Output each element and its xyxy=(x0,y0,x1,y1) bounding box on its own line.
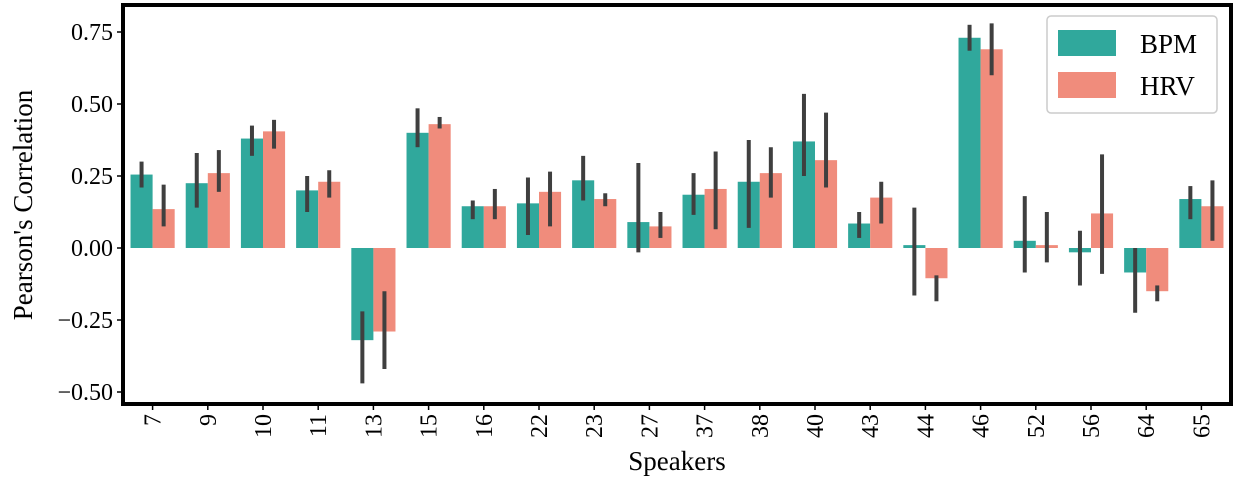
legend-label-hrv: HRV xyxy=(1140,71,1195,101)
x-tick-label-15: 15 xyxy=(417,414,443,438)
y-tick-label: 0.00 xyxy=(71,236,113,262)
x-axis-label: Speakers xyxy=(628,446,725,476)
x-tick-label-44: 44 xyxy=(913,414,939,438)
bar-hrv-11 xyxy=(318,181,341,248)
x-axis-ticks: 7 9 10 11 13 15 16 22 23 27 37 38 40 43 44 46 52 56 64 65 xyxy=(141,404,1215,438)
x-tick-label-40: 40 xyxy=(803,414,829,438)
bar-bpm-46 xyxy=(958,37,981,249)
x-tick-label-11: 11 xyxy=(306,414,332,437)
bar-bpm-9 xyxy=(185,183,208,248)
bar-bpm-16 xyxy=(461,206,484,248)
bar-hrv-40 xyxy=(815,160,838,248)
bar-hrv-10 xyxy=(263,131,286,248)
bar-hrv-44 xyxy=(925,248,948,279)
y-axis-label: Pearson's Correlation xyxy=(8,89,38,320)
legend: BPM HRV xyxy=(1046,15,1218,114)
y-tick-label: 0.25 xyxy=(71,164,113,190)
bar-bpm-40 xyxy=(792,141,815,248)
x-tick-label-64: 64 xyxy=(1134,414,1160,438)
x-tick-label-43: 43 xyxy=(858,414,884,438)
error-bars-layer xyxy=(139,23,1215,384)
bar-hrv-64 xyxy=(1146,248,1169,292)
y-tick-label: −0.25 xyxy=(57,308,113,334)
x-tick-label-7: 7 xyxy=(141,414,167,426)
bar-hrv-7 xyxy=(152,209,175,248)
bar-hrv-9 xyxy=(207,173,230,248)
bar-bpm-11 xyxy=(296,190,319,248)
x-tick-label-38: 38 xyxy=(748,414,774,438)
x-tick-label-22: 22 xyxy=(527,414,553,438)
x-tick-label-16: 16 xyxy=(472,414,498,438)
legend-swatch-bpm xyxy=(1058,30,1116,56)
x-tick-label-37: 37 xyxy=(693,414,719,438)
x-tick-label-65: 65 xyxy=(1189,414,1215,438)
bar-bpm-37 xyxy=(682,194,705,248)
y-tick-label: 0.50 xyxy=(71,92,113,118)
y-tick-label: 0.75 xyxy=(71,20,113,46)
bar-bpm-23 xyxy=(572,180,595,248)
bars-layer xyxy=(130,37,1224,341)
bar-bpm-10 xyxy=(240,138,263,248)
bar-hrv-15 xyxy=(428,124,451,248)
y-axis-ticks: 0.75 0.50 0.25 0.00 −0.25 −0.50 xyxy=(57,20,123,406)
x-tick-label-46: 46 xyxy=(969,414,995,438)
x-tick-label-13: 13 xyxy=(361,414,387,438)
bar-bpm-13 xyxy=(351,248,374,341)
plot-frame xyxy=(121,3,1233,406)
bar-bpm-15 xyxy=(406,132,429,248)
bar-bpm-7 xyxy=(130,174,153,248)
legend-label-bpm: BPM xyxy=(1140,29,1197,59)
x-tick-label-23: 23 xyxy=(582,414,608,438)
x-tick-label-10: 10 xyxy=(251,414,277,438)
x-tick-label-9: 9 xyxy=(196,414,222,426)
x-tick-label-27: 27 xyxy=(637,414,663,438)
bar-hrv-16 xyxy=(483,206,506,248)
y-tick-label: −0.50 xyxy=(57,380,113,406)
legend-swatch-hrv xyxy=(1058,72,1116,98)
x-tick-label-52: 52 xyxy=(1024,414,1050,438)
bar-hrv-38 xyxy=(759,173,782,248)
bar-bpm-65 xyxy=(1179,199,1202,248)
bar-hrv-23 xyxy=(594,199,617,248)
x-tick-label-56: 56 xyxy=(1079,414,1105,438)
bar-hrv-46 xyxy=(980,49,1003,248)
bar-hrv-13 xyxy=(373,248,396,332)
